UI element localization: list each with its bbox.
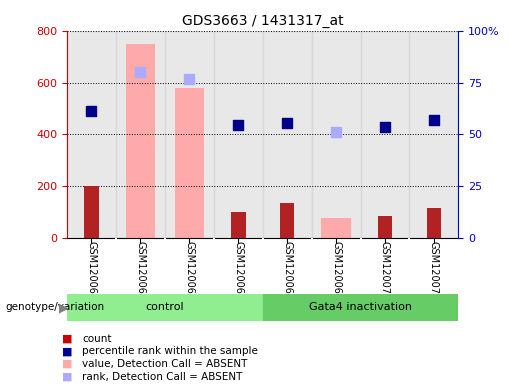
Text: GSM120066: GSM120066 xyxy=(184,241,194,300)
Bar xyxy=(280,203,295,238)
Bar xyxy=(67,294,263,321)
Point xyxy=(381,124,389,130)
Point xyxy=(234,122,242,128)
Bar xyxy=(426,208,441,238)
Bar xyxy=(409,31,458,238)
Bar xyxy=(165,31,214,238)
Bar xyxy=(67,31,116,238)
Bar xyxy=(321,218,351,238)
Point xyxy=(136,69,144,75)
Bar xyxy=(175,88,204,238)
Text: ■: ■ xyxy=(62,334,72,344)
Text: GSM120068: GSM120068 xyxy=(282,241,292,300)
Text: ■: ■ xyxy=(62,346,72,356)
Text: Gata4 inactivation: Gata4 inactivation xyxy=(309,302,412,312)
Text: ▶: ▶ xyxy=(59,301,69,314)
Text: count: count xyxy=(82,334,112,344)
Point xyxy=(332,129,340,136)
Text: GSM120071: GSM120071 xyxy=(429,241,439,300)
Point xyxy=(430,117,438,123)
Bar xyxy=(312,31,360,238)
Bar xyxy=(231,212,246,238)
Text: GSM120069: GSM120069 xyxy=(331,241,341,300)
Bar xyxy=(360,31,409,238)
Title: GDS3663 / 1431317_at: GDS3663 / 1431317_at xyxy=(182,14,344,28)
Point xyxy=(185,76,194,82)
Text: ■: ■ xyxy=(62,372,72,382)
Bar xyxy=(84,186,99,238)
Text: percentile rank within the sample: percentile rank within the sample xyxy=(82,346,259,356)
Bar xyxy=(214,31,263,238)
Bar xyxy=(263,31,312,238)
Text: rank, Detection Call = ABSENT: rank, Detection Call = ABSENT xyxy=(82,372,243,382)
Text: GSM120065: GSM120065 xyxy=(135,241,145,300)
Bar xyxy=(126,44,155,238)
Bar xyxy=(116,31,165,238)
Bar xyxy=(377,216,392,238)
Text: control: control xyxy=(146,302,184,312)
Point xyxy=(283,120,291,126)
Text: genotype/variation: genotype/variation xyxy=(5,302,104,312)
Point xyxy=(88,108,96,114)
Text: GSM120070: GSM120070 xyxy=(380,241,390,300)
Text: value, Detection Call = ABSENT: value, Detection Call = ABSENT xyxy=(82,359,248,369)
Bar xyxy=(263,294,458,321)
Text: GSM120067: GSM120067 xyxy=(233,241,243,300)
Text: ■: ■ xyxy=(62,359,72,369)
Text: GSM120064: GSM120064 xyxy=(87,241,96,300)
